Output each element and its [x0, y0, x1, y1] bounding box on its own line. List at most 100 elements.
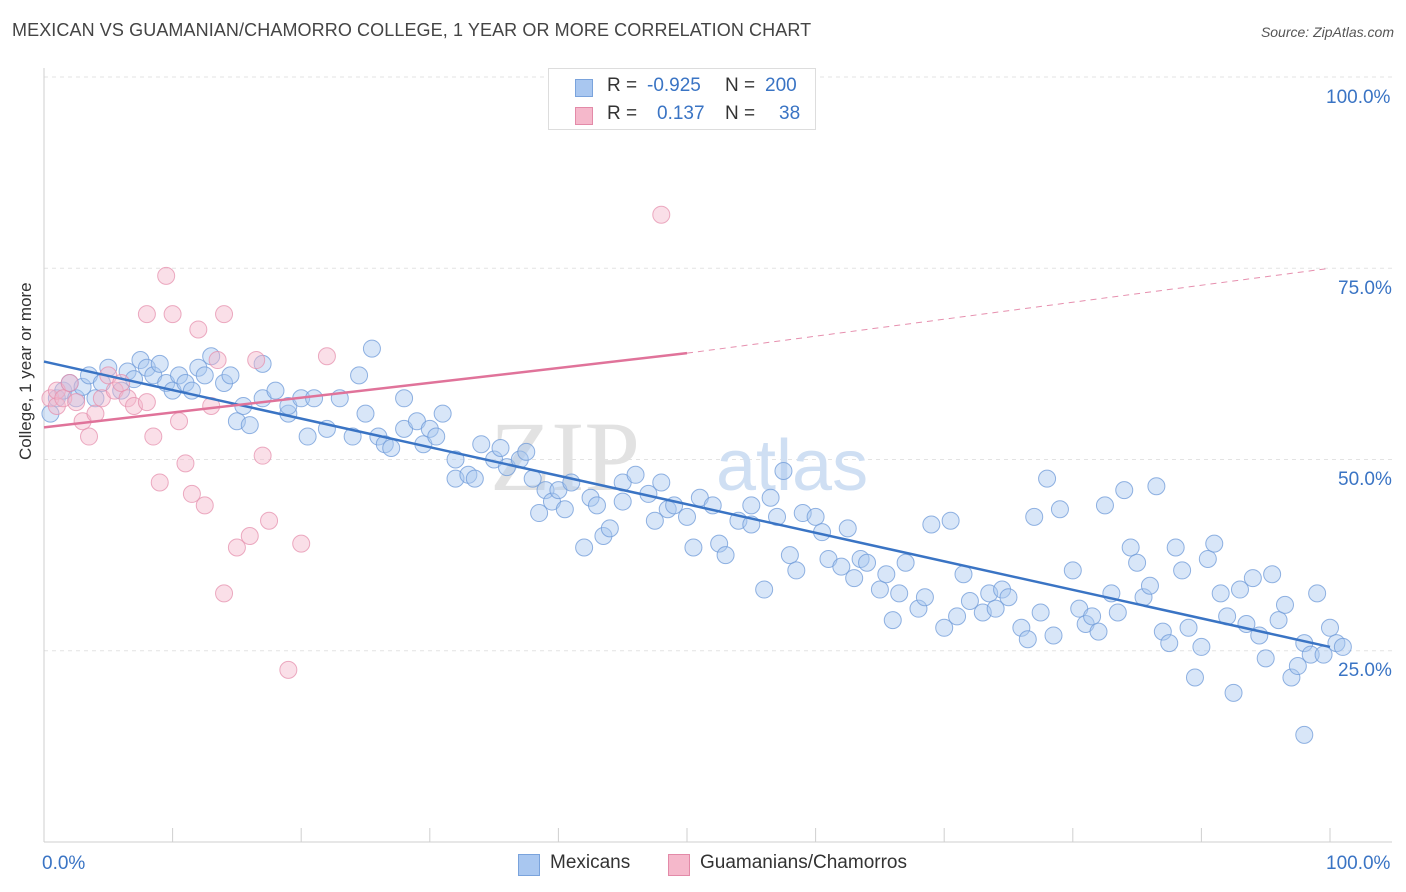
mexicans-point: [806, 507, 825, 526]
mexicans-point: [742, 496, 761, 515]
mexicans-point: [832, 557, 851, 576]
mexicans-point: [420, 419, 439, 438]
mexicans-point: [1301, 645, 1320, 664]
guamanian-point: [170, 412, 189, 431]
mexicans-point: [1179, 618, 1198, 637]
mexicans-point: [1018, 630, 1037, 649]
mexicans-trend-line: [43, 360, 1331, 649]
mexicans-point: [999, 588, 1018, 607]
bottom-legend-label: Guamanians/Chamorros: [700, 852, 907, 873]
mexicans-point: [645, 511, 664, 530]
mexicans-point: [1140, 576, 1159, 595]
mexicans-point: [465, 469, 484, 488]
guamanian-point: [215, 584, 234, 603]
mexicans-point: [350, 366, 369, 385]
mexicans-point: [1288, 657, 1307, 676]
mexicans-point: [755, 580, 774, 599]
mexicans-point: [1256, 649, 1275, 668]
guamanian-point: [137, 393, 156, 412]
chart-title: MEXICAN VS GUAMANIAN/CHAMORRO COLLEGE, 1…: [12, 20, 812, 40]
guamanian-point: [208, 351, 227, 370]
mexicans-point: [1308, 584, 1327, 603]
mexicans-point: [870, 580, 889, 599]
mexicans-point: [941, 511, 960, 530]
mexicans-point: [1185, 668, 1204, 687]
mexicans-point: [240, 416, 259, 435]
mexicans-point: [305, 389, 324, 408]
mexicans-point: [587, 496, 606, 515]
guamanian-point: [176, 454, 195, 473]
mexicans-point: [716, 546, 735, 565]
mexicans-point: [517, 442, 536, 461]
mexicans-point: [935, 618, 954, 637]
mexicans-point: [170, 366, 189, 385]
mexicans-point: [382, 439, 401, 458]
mexicans-point: [896, 553, 915, 572]
guamanian-point: [253, 446, 272, 465]
guamanian-point: [240, 527, 259, 545]
trend-lines: [43, 267, 1331, 649]
guamanian-point: [317, 347, 336, 366]
mexicans-point: [1173, 561, 1192, 580]
guamanian-point: [60, 374, 79, 392]
guamanian-point: [137, 305, 156, 324]
mexicans-point: [1025, 507, 1044, 526]
mexicans-point: [780, 546, 799, 565]
guamanian-point: [47, 396, 66, 415]
mexicans-point: [1038, 469, 1057, 488]
mexicans-point: [1166, 538, 1185, 557]
mexicans-point: [1044, 626, 1063, 645]
mexicans-point: [986, 599, 1005, 618]
bottom-swatch-blue: [518, 854, 540, 876]
mexicans-point: [555, 500, 574, 519]
axes: [43, 68, 1392, 843]
mexicans-point: [1211, 584, 1230, 603]
mexicans-point: [1198, 549, 1217, 568]
mexicans-point: [787, 561, 806, 580]
legend-n-label: N =: [725, 103, 756, 124]
legend-r-value: 0.137: [657, 103, 705, 124]
guamanian-point: [189, 320, 208, 339]
mexicans-point: [1121, 538, 1140, 557]
mexicans-point: [1160, 634, 1179, 653]
legend-r-label: R =: [607, 103, 638, 124]
watermark-zip: ZIP: [490, 401, 640, 512]
mexicans-point: [221, 366, 240, 385]
mexicans-point: [761, 488, 780, 507]
mexicans-point: [652, 473, 671, 492]
legend-row-mexicans: R = -0.925 N = 200: [549, 73, 815, 101]
mexicans-point: [684, 538, 703, 557]
mexicans-point: [1205, 534, 1224, 553]
guamanian-point: [182, 484, 201, 503]
guamanian-point: [247, 351, 266, 370]
mexicans-point: [1263, 565, 1282, 584]
mexicans-point: [993, 580, 1012, 599]
guamanian-point: [292, 534, 311, 553]
mexicans-point: [954, 565, 973, 584]
watermark-atlas: atlas: [716, 426, 868, 506]
mexicans-point: [858, 553, 877, 572]
mexicans-point: [67, 389, 86, 408]
mexicans-point: [1089, 622, 1108, 641]
mexicans-point: [1282, 668, 1301, 687]
mexicans-point: [1083, 607, 1102, 626]
y-axis-label: College, 1 year or more: [16, 282, 35, 460]
mexicans-point: [594, 527, 613, 545]
source-label: Source: ZipAtlas.com: [1260, 24, 1394, 40]
guamanian-point: [163, 305, 182, 324]
mexicans-point: [1147, 477, 1166, 496]
guamanian-point: [144, 427, 163, 446]
mexicans-point: [433, 404, 452, 423]
mexicans-point: [131, 351, 150, 370]
mexicans-point: [922, 515, 941, 534]
mexicans-point: [915, 588, 934, 607]
mexicans-point: [86, 389, 105, 408]
mexicans-point: [1031, 603, 1050, 622]
x-tick-min: 0.0%: [42, 853, 86, 874]
mexicans-point: [176, 374, 195, 392]
mexicans-point: [150, 354, 169, 373]
mexicans-point: [613, 492, 632, 511]
mexicans-point: [491, 439, 510, 458]
guamanian-trend-extension: [686, 267, 1331, 354]
